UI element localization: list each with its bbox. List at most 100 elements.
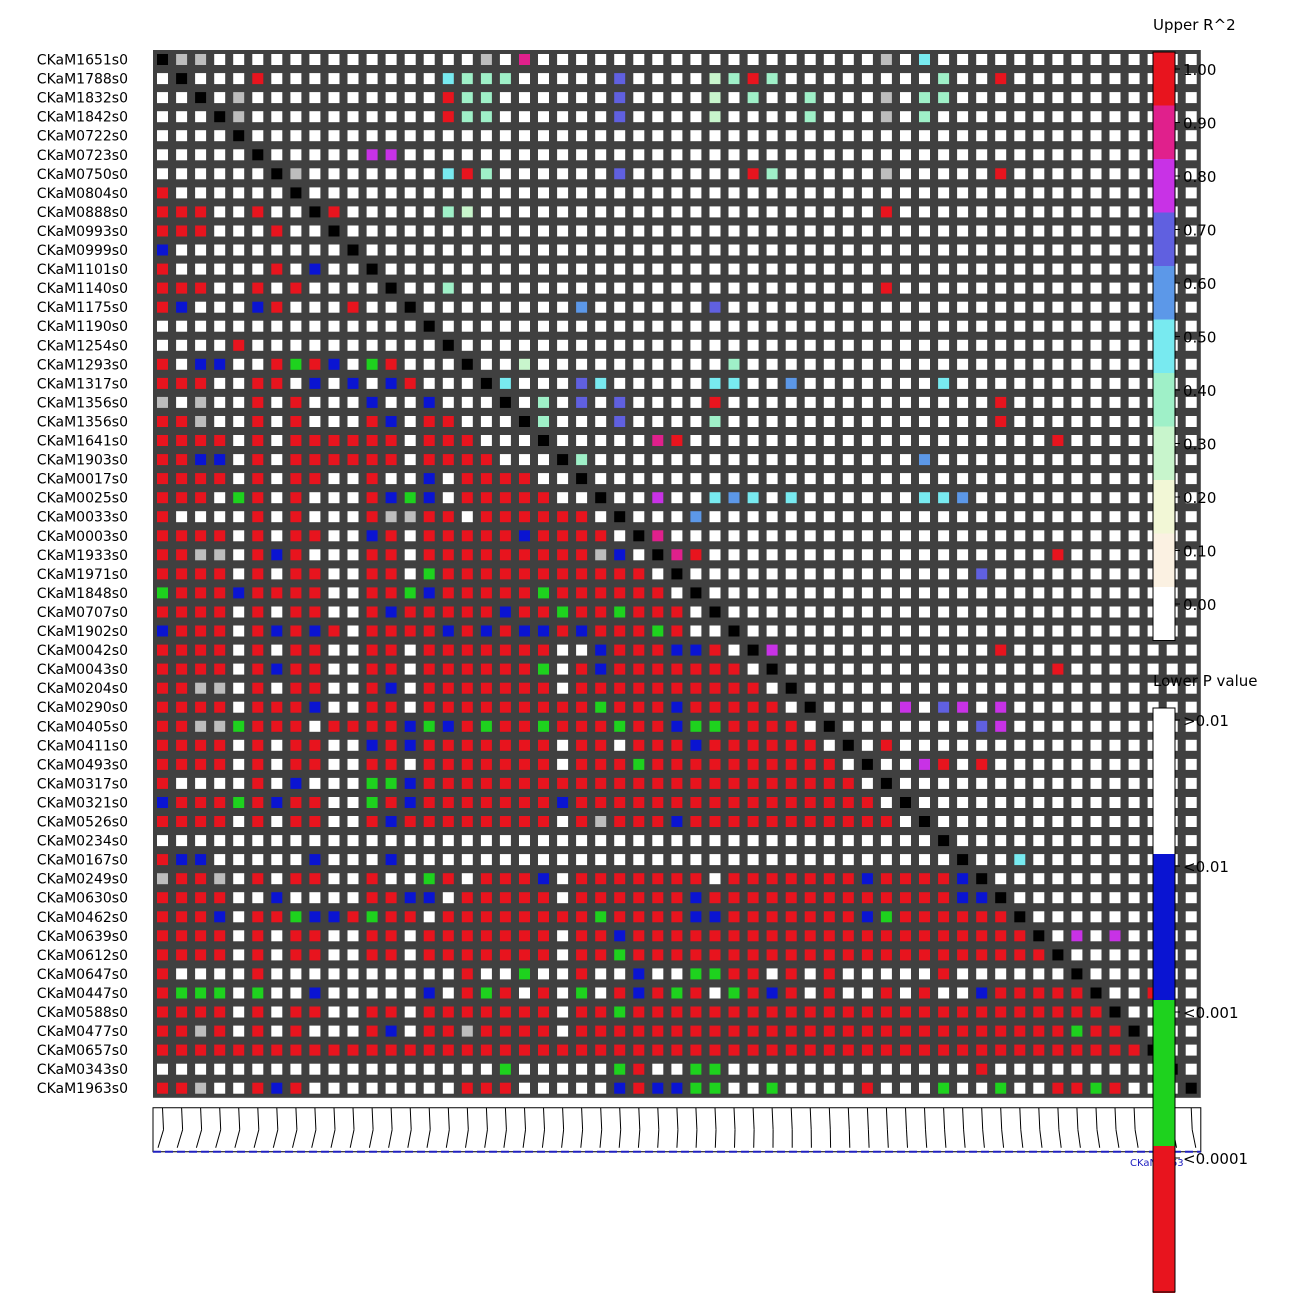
ld-cell <box>766 663 778 675</box>
ld-cell <box>347 930 359 942</box>
ld-cell <box>252 1006 264 1018</box>
ld-cell <box>214 92 226 104</box>
ld-cell <box>709 416 721 427</box>
ld-cell <box>690 244 702 256</box>
ld-cell <box>728 606 740 618</box>
ld-cell <box>385 282 397 294</box>
ld-cell <box>519 625 530 637</box>
ld-cell <box>747 92 759 104</box>
marker-line <box>771 1107 774 1130</box>
ld-cell <box>271 1063 283 1075</box>
ld-cell <box>1128 568 1140 580</box>
ld-cell <box>214 492 226 504</box>
ld-cell <box>880 1063 892 1075</box>
ld-cell <box>614 244 626 256</box>
ld-cell <box>1090 339 1102 351</box>
ld-cell <box>1033 663 1045 675</box>
ld-cell <box>671 930 683 942</box>
ld-cell <box>480 720 492 732</box>
ld-cell <box>461 1063 473 1075</box>
ld-cell <box>976 530 988 542</box>
ld-cell <box>1109 511 1121 523</box>
ld-cell <box>309 663 321 675</box>
ld-cell <box>195 777 207 789</box>
ld-cell <box>499 320 511 332</box>
ld-cell <box>519 682 530 694</box>
ld-cell <box>766 625 778 637</box>
ld-cell <box>480 549 492 561</box>
ld-cell <box>1128 682 1140 694</box>
ld-cell <box>195 720 207 732</box>
ld-cell <box>347 244 359 256</box>
ld-cell <box>1185 225 1197 237</box>
ld-cell <box>309 358 321 370</box>
ld-cell <box>1185 682 1197 694</box>
ld-cell <box>1090 1025 1102 1037</box>
ld-cell <box>1128 949 1140 961</box>
ld-cell <box>823 244 835 256</box>
ld-cell <box>880 225 892 237</box>
row-label: CKaM0042s0 <box>37 643 128 659</box>
ld-cell <box>728 492 740 504</box>
ld-cell <box>1185 377 1197 389</box>
row-label: CKaM0321s0 <box>37 796 128 812</box>
ld-cell <box>423 568 435 580</box>
ld-cell <box>233 377 245 389</box>
ld-cell <box>519 168 530 180</box>
ld-cell <box>442 320 454 332</box>
ld-cell <box>195 549 207 561</box>
ld-cell <box>442 416 454 427</box>
ld-cell <box>1109 1006 1121 1018</box>
ld-cell <box>614 587 626 599</box>
ld-cell <box>690 587 702 599</box>
upper-legend-label: 1.00 <box>1183 61 1216 79</box>
ld-cell <box>690 225 702 237</box>
ld-cell <box>1090 244 1102 256</box>
ld-cell <box>842 625 854 637</box>
ld-cell <box>1052 435 1064 446</box>
ld-cell <box>538 873 549 885</box>
ld-cell <box>823 930 835 942</box>
ld-cell <box>633 720 645 732</box>
ld-cell <box>195 263 207 275</box>
ld-cell <box>271 606 283 618</box>
ld-cell <box>1033 454 1045 466</box>
ld-cell <box>823 777 835 789</box>
ld-cell <box>919 1082 930 1094</box>
ld-cell <box>176 1025 188 1037</box>
ld-cell <box>290 1006 302 1018</box>
ld-cell <box>195 701 207 713</box>
ld-cell <box>157 149 168 161</box>
ld-cell <box>957 911 969 923</box>
ld-cell <box>480 758 492 770</box>
ld-cell <box>880 396 892 408</box>
ld-cell <box>347 1044 359 1056</box>
ld-cell <box>176 130 188 142</box>
ld-cell <box>480 320 492 332</box>
ld-cell <box>576 511 588 523</box>
ld-cell <box>519 320 530 332</box>
ld-cell <box>861 339 873 351</box>
ld-cell <box>595 320 607 332</box>
ld-cell <box>861 587 873 599</box>
ld-cell <box>728 739 740 751</box>
ld-cell <box>347 320 359 332</box>
ld-cell <box>1014 701 1026 713</box>
ld-cell <box>557 263 569 275</box>
ld-cell <box>938 339 950 351</box>
ld-cell <box>938 587 950 599</box>
ld-cell <box>576 1082 588 1094</box>
ld-cell <box>157 301 168 313</box>
ld-cell <box>252 73 264 85</box>
ld-cell <box>366 968 378 980</box>
ld-cell <box>1185 739 1197 751</box>
ld-cell <box>1071 606 1083 618</box>
ld-cell <box>747 282 759 294</box>
ld-cell <box>823 949 835 961</box>
ld-cell <box>347 206 359 218</box>
ld-cell <box>614 282 626 294</box>
ld-cell <box>1185 854 1197 866</box>
ld-cell <box>1033 949 1045 961</box>
ld-cell <box>233 873 245 885</box>
ld-cell <box>880 739 892 751</box>
